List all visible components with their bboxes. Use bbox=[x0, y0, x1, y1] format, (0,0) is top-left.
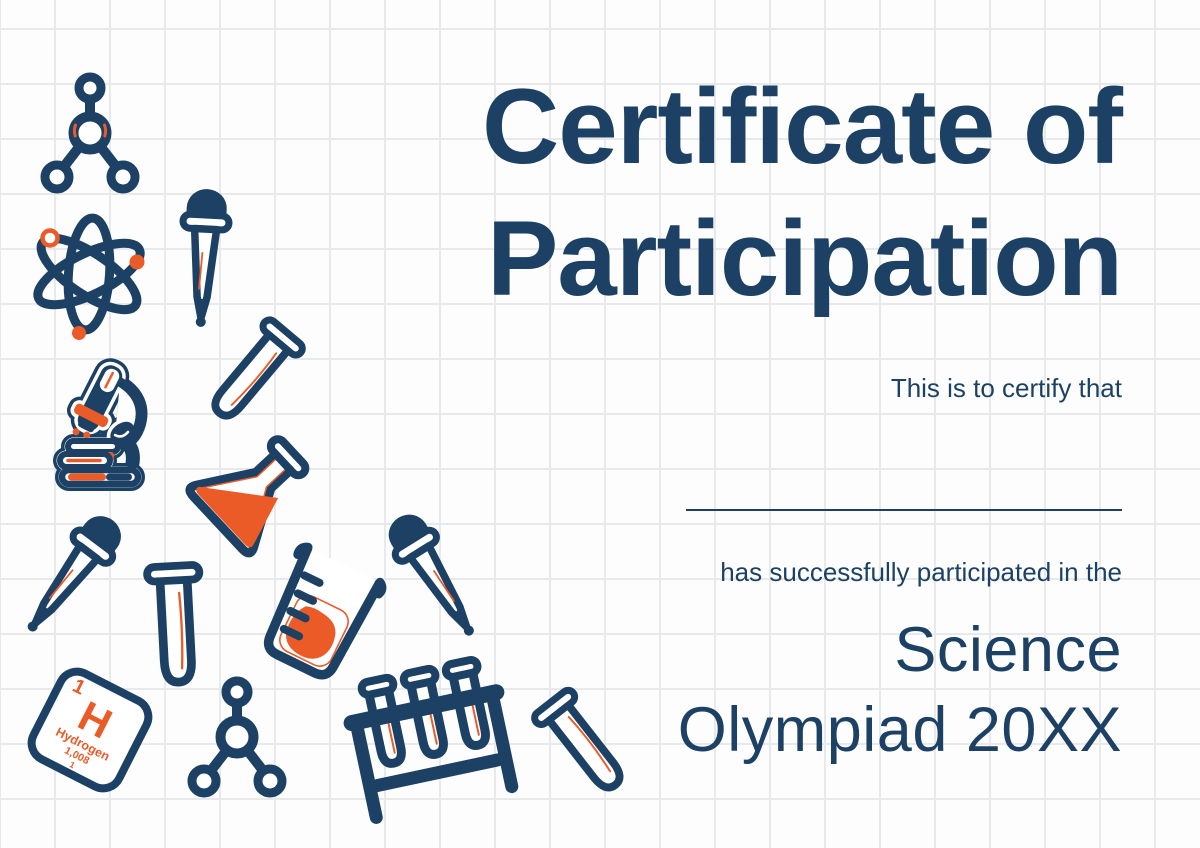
event-line-1: Science bbox=[894, 615, 1122, 685]
test-tube-icon bbox=[525, 680, 643, 809]
title-line-2: Participation bbox=[486, 198, 1123, 318]
event-line-2: Olympiad 20XX bbox=[677, 695, 1122, 765]
certificate-title: Certificate of Participation bbox=[481, 60, 1123, 324]
test-tube-icon bbox=[142, 557, 211, 694]
participant-name-line bbox=[686, 509, 1122, 511]
beaker-icon bbox=[245, 537, 394, 696]
test-tube-icon bbox=[192, 310, 312, 438]
test-tube-rack-icon bbox=[329, 639, 531, 833]
hydrogen-element-icon: 1 H Hydrogen 1,008 1 bbox=[20, 660, 160, 800]
molecule-icon bbox=[187, 676, 287, 798]
event-title: Science Olympiad 20XX bbox=[678, 610, 1122, 770]
participated-label: has successfully participated in the bbox=[720, 557, 1122, 587]
microscope-icon bbox=[42, 352, 164, 491]
certify-label: This is to certify that bbox=[890, 373, 1122, 403]
title-line-1: Certificate of bbox=[481, 66, 1123, 186]
flask-icon bbox=[170, 407, 337, 574]
molecule-icon bbox=[40, 72, 140, 194]
atom-icon bbox=[24, 206, 154, 342]
dropper-icon bbox=[371, 498, 501, 657]
dropper-icon bbox=[170, 184, 238, 337]
dropper-icon bbox=[1, 499, 139, 655]
